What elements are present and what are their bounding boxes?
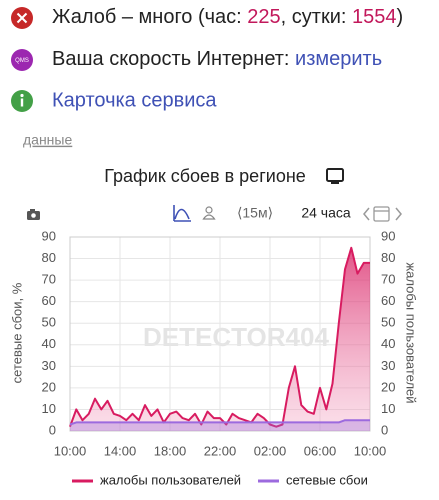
qms-icon [11, 49, 33, 71]
complaints-text: ) [396, 6, 403, 28]
complaints-day: 1554 [352, 6, 397, 28]
x-tick-label: 06:00 [304, 443, 337, 458]
y-tick-label: 10 [42, 401, 56, 416]
y2-tick-label: 40 [381, 336, 395, 351]
y2-tick-label: 10 [381, 401, 395, 416]
y-tick-label: 0 [49, 422, 56, 437]
x-tick-label: 10:00 [354, 443, 387, 458]
range-button[interactable]: 24 часа [301, 205, 351, 221]
y-tick-label: 30 [42, 358, 56, 373]
monitor-icon[interactable] [326, 168, 344, 184]
y2-tick-label: 90 [381, 228, 395, 243]
y-tick-label: 50 [42, 315, 56, 330]
y-tick-label: 60 [42, 293, 56, 308]
qms-icon-text: QMS [15, 58, 29, 64]
chart-title: График сбоев в регионе [104, 166, 306, 186]
y-tick-label: 40 [42, 336, 56, 351]
next-button[interactable] [395, 207, 402, 221]
y-tick-label: 80 [42, 250, 56, 265]
speed-link[interactable]: измерить [295, 48, 382, 70]
chart-type-icon[interactable] [173, 205, 191, 222]
calendar-icon[interactable] [373, 206, 390, 222]
y-axis-title: сетевые сбои, % [9, 282, 24, 383]
y2-tick-label: 50 [381, 315, 395, 330]
complaints-text: , сутки: [281, 6, 352, 28]
x-tick-label: 02:00 [254, 443, 287, 458]
y-tick-label: 90 [42, 228, 56, 243]
complaints-hour: 225 [247, 6, 280, 28]
speed-text: Ваша скорость Интернет: [52, 48, 295, 70]
x-tick-label: 22:00 [204, 443, 237, 458]
prev-button[interactable] [363, 207, 370, 221]
series-line [69, 419, 370, 426]
speed-line: Ваша скорость Интернет: измерить [52, 48, 382, 70]
y2-tick-label: 80 [381, 250, 395, 265]
info-icon [11, 90, 33, 112]
legend-label: жалобы пользователей [100, 472, 241, 487]
y-tick-label: 20 [42, 379, 56, 394]
user-icon[interactable] [202, 206, 216, 220]
y-tick-label: 70 [42, 272, 56, 287]
y2-tick-label: 0 [381, 422, 388, 437]
y2-tick-label: 70 [381, 272, 395, 287]
complaints-line: Жалоб – много (час: 225, сутки: 1554) [52, 6, 403, 28]
series-area [70, 247, 370, 431]
y2-tick-label: 20 [381, 379, 395, 394]
y2-axis-title: жалобы пользователей [404, 262, 419, 403]
interval-button[interactable]: ⟨15м⟩ [237, 205, 273, 221]
error-icon [11, 7, 33, 29]
legend-label: сетевые сбои [286, 472, 368, 487]
x-tick-label: 10:00 [54, 443, 87, 458]
data-link[interactable]: данные [23, 132, 72, 148]
service-link[interactable]: Карточка сервиса [52, 89, 217, 111]
x-tick-label: 18:00 [154, 443, 187, 458]
series-line [69, 246, 370, 428]
watermark: DETECTOR404 [143, 322, 329, 352]
camera-icon[interactable] [27, 209, 40, 220]
y2-tick-label: 30 [381, 358, 395, 373]
y2-tick-label: 60 [381, 293, 395, 308]
complaints-text: Жалоб – много (час: [52, 6, 247, 28]
x-tick-label: 14:00 [104, 443, 137, 458]
